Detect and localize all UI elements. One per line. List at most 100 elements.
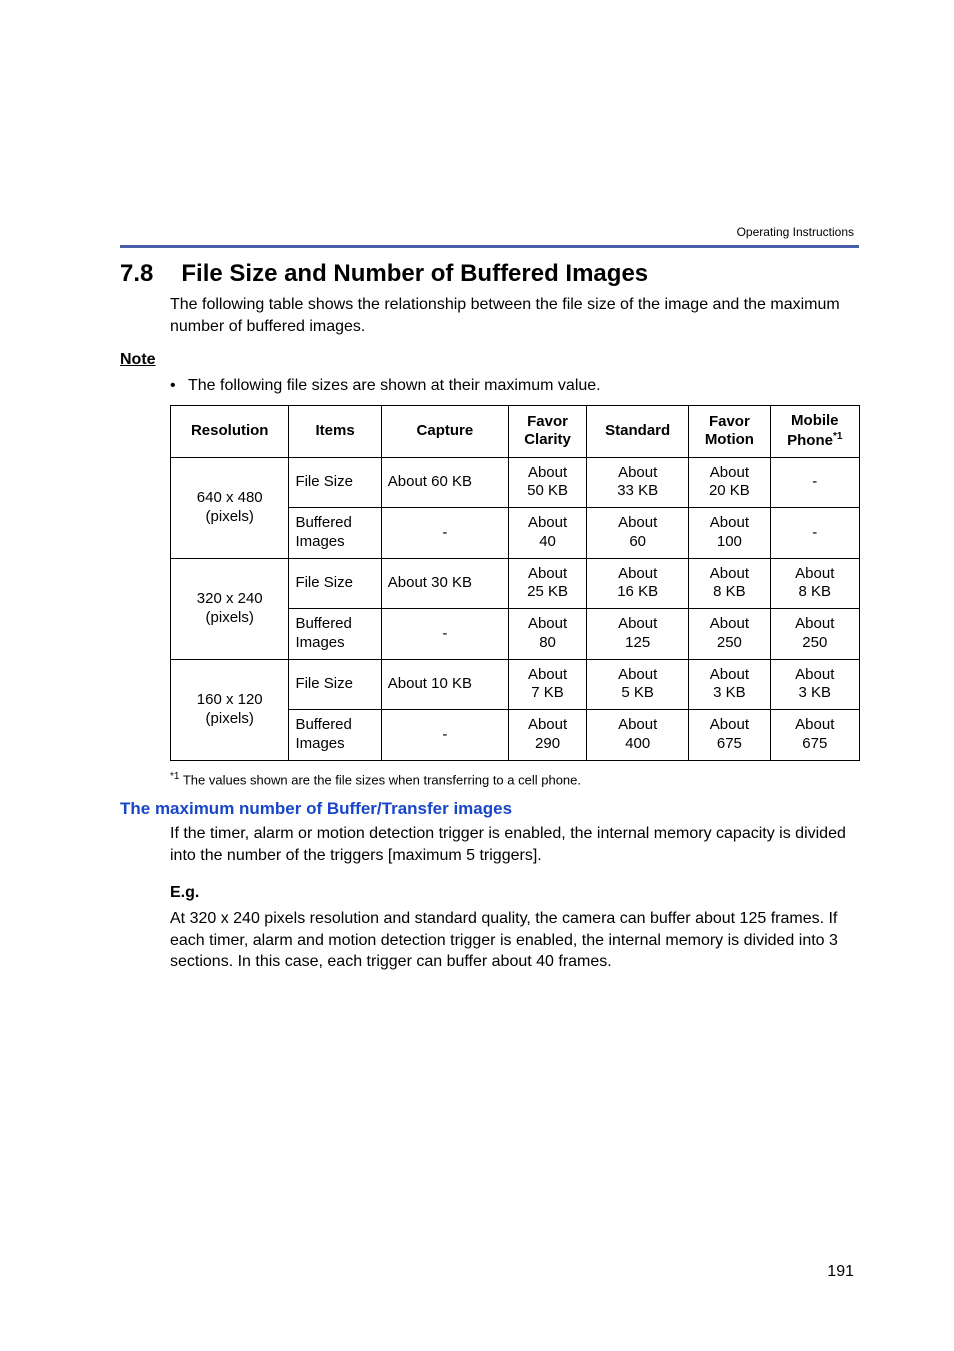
cell-favor-motion: About675: [689, 710, 770, 761]
footnote: *1 The values shown are the file sizes w…: [170, 771, 859, 787]
note-bullet-text: The following file sizes are shown at th…: [188, 377, 601, 395]
cell-text: Images: [295, 735, 344, 752]
cell-favor-motion: About100: [689, 508, 770, 559]
cell-text: About: [528, 615, 567, 632]
th-favor-clarity: FavorClarity: [509, 406, 587, 458]
cell-mobile: -: [770, 457, 859, 508]
cell-text: About: [795, 666, 834, 683]
th-text: Favor: [709, 413, 750, 430]
cell-text: About: [710, 666, 749, 683]
note-bullet-row: • The following file sizes are shown at …: [170, 377, 859, 395]
cell-mobile: About8 KB: [770, 558, 859, 609]
cell-mobile: -: [770, 508, 859, 559]
cell-items: BufferedImages: [289, 609, 381, 660]
cell-items: File Size: [289, 558, 381, 609]
cell-text: 80: [539, 634, 556, 651]
cell-text: About: [618, 615, 657, 632]
cell-standard: About60: [587, 508, 689, 559]
cell-text: Images: [295, 634, 344, 651]
cell-standard: About16 KB: [587, 558, 689, 609]
cell-text: About: [795, 565, 834, 582]
section-title: File Size and Number of Buffered Images: [181, 260, 648, 287]
cell-favor-clarity: About7 KB: [509, 659, 587, 710]
cell-text: 290: [535, 735, 560, 752]
cell-text: About: [710, 565, 749, 582]
cell-text: 40: [539, 533, 556, 550]
th-text: Clarity: [524, 431, 571, 448]
cell-text: 160 x 120: [197, 691, 263, 708]
section-number: 7.8: [120, 260, 153, 288]
cell-text: About: [710, 716, 749, 733]
cell-text: 675: [802, 735, 827, 752]
section-heading: 7.8 File Size and Number of Buffered Imag…: [120, 260, 859, 288]
cell-favor-clarity: About 40: [509, 508, 587, 559]
subsection-heading: The maximum number of Buffer/Transfer im…: [120, 799, 859, 819]
cell-text: 320 x 240: [197, 590, 263, 607]
cell-text: 250: [802, 634, 827, 651]
cell-text: 400: [625, 735, 650, 752]
cell-favor-clarity: About50 KB: [509, 457, 587, 508]
cell-text: (pixels): [206, 710, 254, 727]
th-text: Motion: [705, 431, 754, 448]
table-row: 320 x 240(pixels) File Size About 30 KB …: [171, 558, 860, 609]
cell-mobile: About3 KB: [770, 659, 859, 710]
cell-text: (pixels): [206, 609, 254, 626]
cell-text: 8 KB: [799, 583, 832, 600]
subsection-body: If the timer, alarm or motion detection …: [170, 823, 859, 866]
th-text: Phone: [787, 432, 833, 449]
filesize-table: Resolution Items Capture FavorClarity St…: [170, 405, 860, 761]
cell-text: 640 x 480: [197, 489, 263, 506]
cell-capture: -: [381, 609, 508, 660]
cell-text: 5 KB: [621, 684, 654, 701]
cell-favor-clarity: About25 KB: [509, 558, 587, 609]
cell-text: 50 KB: [527, 482, 568, 499]
cell-text: 125: [625, 634, 650, 651]
cell-favor-motion: About20 KB: [689, 457, 770, 508]
cell-resolution: 640 x 480 (pixels): [171, 457, 289, 558]
th-standard: Standard: [587, 406, 689, 458]
cell-capture: About 30 KB: [381, 558, 508, 609]
cell-capture: About 60 KB: [381, 457, 508, 508]
bullet-icon: •: [170, 377, 188, 395]
cell-text: About: [795, 615, 834, 632]
cell-text: 7 KB: [531, 684, 564, 701]
th-sup: *1: [833, 431, 842, 442]
cell-mobile: About675: [770, 710, 859, 761]
cell-text: 33 KB: [617, 482, 658, 499]
cell-text: Buffered: [295, 514, 351, 531]
footnote-text: The values shown are the file sizes when…: [179, 772, 581, 787]
example-body: At 320 x 240 pixels resolution and stand…: [170, 908, 859, 973]
cell-text: 20 KB: [709, 482, 750, 499]
cell-favor-motion: About250: [689, 609, 770, 660]
cell-text: About: [528, 666, 567, 683]
cell-text: About: [618, 716, 657, 733]
page-number: 191: [827, 1263, 854, 1281]
cell-favor-clarity: About 290: [509, 710, 587, 761]
th-text: Mobile: [791, 412, 839, 429]
cell-text: About: [528, 514, 567, 531]
cell-text: 3 KB: [799, 684, 832, 701]
cell-text: 60: [629, 533, 646, 550]
cell-text: Images: [295, 533, 344, 550]
cell-text: (pixels): [206, 508, 254, 525]
cell-favor-motion: About3 KB: [689, 659, 770, 710]
cell-text: About: [618, 565, 657, 582]
th-mobile-phone: Mobile Phone*1: [770, 406, 859, 458]
cell-text: About: [528, 565, 567, 582]
cell-text: 100: [717, 533, 742, 550]
cell-items: Buffered Images: [289, 508, 381, 559]
cell-text: About: [618, 666, 657, 683]
cell-capture: About 10 KB: [381, 659, 508, 710]
cell-text: 25 KB: [527, 583, 568, 600]
note-label: Note: [120, 351, 859, 369]
cell-resolution: 320 x 240 (pixels): [171, 558, 289, 659]
th-items: Items: [289, 406, 381, 458]
cell-items: BufferedImages: [289, 710, 381, 761]
cell-standard: About5 KB: [587, 659, 689, 710]
cell-standard: About 400: [587, 710, 689, 761]
cell-text: About: [528, 464, 567, 481]
cell-favor-clarity: About 80: [509, 609, 587, 660]
cell-text: About: [528, 716, 567, 733]
content-area: 7.8 File Size and Number of Buffered Imag…: [120, 260, 859, 973]
cell-standard: About 125: [587, 609, 689, 660]
